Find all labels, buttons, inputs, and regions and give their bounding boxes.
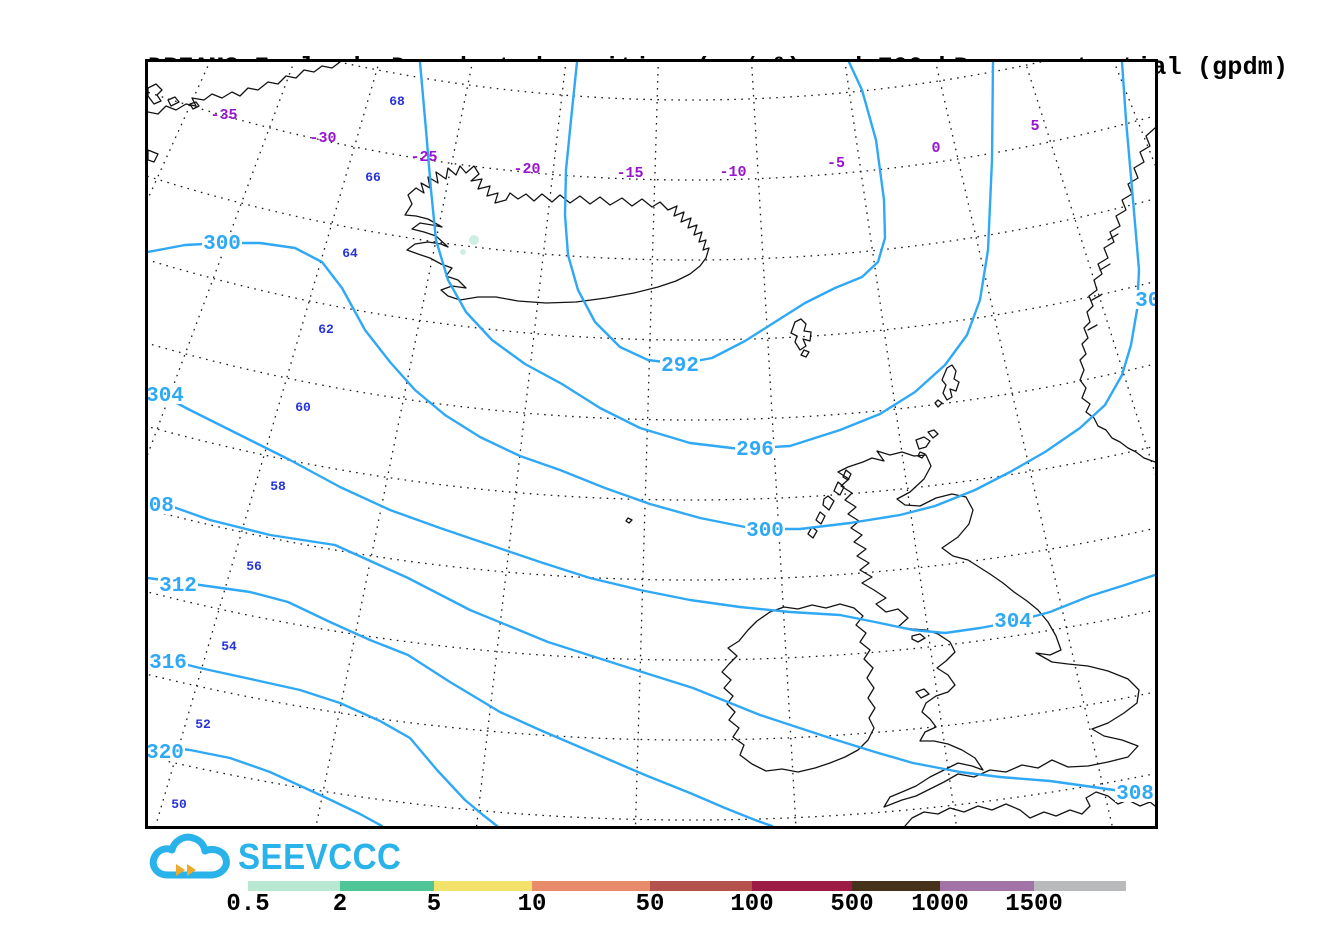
- longitude-label: -35: [210, 107, 237, 124]
- contour-label: 304: [994, 611, 1032, 634]
- longitude-label: -10: [719, 164, 746, 181]
- latitude-label: 66: [365, 170, 381, 185]
- contour-label: 300: [1135, 290, 1155, 313]
- latitude-label: 54: [221, 639, 237, 654]
- contour-label: 308: [1116, 783, 1154, 806]
- colorbar-segment: [752, 881, 852, 891]
- longitude-label: -30: [309, 130, 336, 147]
- seevccc-cloud-icon: [149, 833, 230, 879]
- coastlines: [148, 62, 1155, 826]
- latitude-label: 52: [195, 717, 211, 732]
- colorbar-segment: [248, 881, 340, 891]
- latitude-label: 62: [318, 322, 334, 337]
- dust-patch: [460, 249, 466, 255]
- colorbar-tick-label: 10: [517, 891, 547, 918]
- contour-label-box: [993, 611, 1033, 630]
- colorbar-segment: [940, 881, 1034, 891]
- contour-label-box: [148, 385, 185, 404]
- iceland-coastline: [404, 165, 710, 304]
- map-canvas: 300 292 296 300 304 308 312 316 320 304 308 300 68 66…: [148, 62, 1155, 826]
- contour-label: 308: [148, 495, 174, 518]
- longitude-label: -25: [410, 149, 437, 166]
- contour-label: 300: [746, 520, 784, 543]
- contour-label: 312: [159, 575, 197, 598]
- contour-312: [148, 576, 774, 826]
- latitude-label: 58: [270, 479, 286, 494]
- contour-316: [148, 653, 499, 826]
- contour-300: [148, 62, 1141, 531]
- graticule-grid: [148, 62, 1155, 826]
- contour-label-box: [148, 495, 175, 514]
- contour-label-box: [148, 652, 188, 671]
- isle-of-man-coastline: [911, 633, 930, 699]
- contour-label-box: [202, 233, 242, 252]
- contour-label-box: [148, 742, 185, 761]
- colorbar-segment: [532, 881, 650, 891]
- colorbar-tick-label: 1000: [911, 891, 969, 918]
- contour-label-box: [158, 575, 198, 594]
- contour-label: 292: [661, 355, 699, 378]
- france-coastline: [904, 791, 1155, 826]
- longitude-label: -15: [616, 165, 643, 182]
- colorbar-segment: [434, 881, 532, 891]
- contour-label-box: [745, 520, 785, 539]
- ireland-coastline: [721, 603, 876, 773]
- colorbar-segment: [852, 881, 940, 891]
- contour-label-box: [735, 439, 775, 458]
- colorbar-segment: [1034, 881, 1126, 891]
- contour-label: 320: [148, 742, 184, 765]
- greenland-islets: [148, 83, 200, 163]
- orkney-coastline: [915, 429, 939, 459]
- contour-304: [148, 386, 1155, 635]
- contour-label: 304: [148, 385, 184, 408]
- colorbar-tick-label: 50: [635, 891, 665, 918]
- contour-292: [563, 62, 887, 366]
- greenland-coastline: [148, 62, 341, 115]
- longitude-label: -5: [827, 155, 845, 172]
- norway-coastline: [1079, 127, 1155, 463]
- great-britain-coastline: [837, 450, 1140, 808]
- contour-label-box: [1115, 783, 1155, 802]
- longitude-label: -20: [513, 161, 540, 178]
- contour-label-box: [660, 355, 700, 374]
- colorbar-segment: [650, 881, 752, 891]
- seevccc-logo-text: SEEVCCC: [238, 836, 402, 877]
- colorbar-tick-label: 100: [730, 891, 774, 918]
- longitude-label: 5: [1030, 118, 1039, 135]
- seevccc-logo: SEEVCCC: [146, 833, 416, 881]
- latitude-label: 50: [171, 797, 187, 812]
- contour-296: [418, 62, 995, 451]
- map-frame: 300 292 296 300 304 308 312 316 320 304 308 300 68 66…: [145, 59, 1158, 829]
- dust-deposition-patches: [460, 235, 479, 255]
- latitude-label: 64: [342, 246, 358, 261]
- contour-label-box: [1134, 290, 1155, 309]
- colorbar-tick-label: 5: [426, 891, 442, 918]
- map-labels: 300 292 296 300 304 308 312 316 320 304 308 300 68 66…: [148, 94, 1155, 812]
- faroe-islands-coastline: [790, 318, 812, 358]
- longitude-label: 0: [931, 140, 940, 157]
- colorbar-segment: [340, 881, 434, 891]
- contour-label: 300: [203, 233, 241, 256]
- contour-label: 296: [736, 439, 774, 462]
- contour-320: [148, 743, 384, 826]
- latitude-label: 60: [295, 400, 311, 415]
- geopotential-contours: [148, 62, 1155, 826]
- colorbar-tick-label: 500: [830, 891, 874, 918]
- dust-patch: [469, 235, 479, 245]
- shetland-coastline: [934, 364, 960, 408]
- latitude-label: 56: [246, 559, 262, 574]
- colorbar-tick-label: 2: [332, 891, 348, 918]
- logo-arrow-icon: [176, 864, 196, 876]
- contour-308: [148, 496, 1155, 799]
- colorbar-tick-label: 1500: [1005, 891, 1063, 918]
- contour-label: 316: [149, 652, 187, 675]
- latitude-label: 68: [389, 94, 405, 109]
- colorbar-tick-label: 0.5: [226, 891, 270, 918]
